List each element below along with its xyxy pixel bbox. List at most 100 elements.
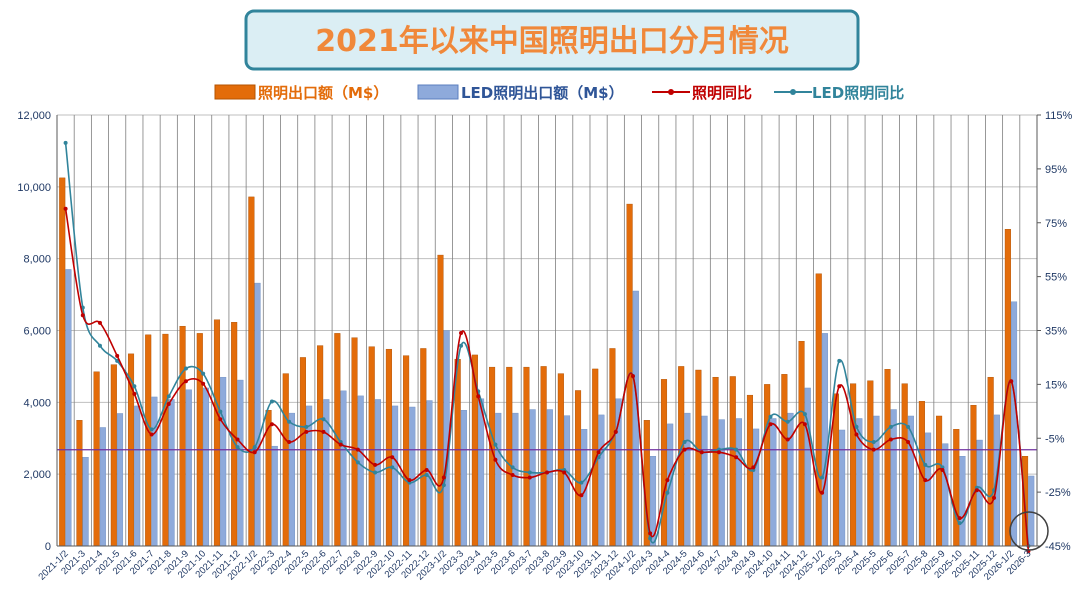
line-led-yoy-point <box>373 470 378 475</box>
bar-led-export <box>409 406 416 547</box>
bar-led-export <box>512 412 519 547</box>
line-led-yoy-point <box>579 480 584 485</box>
bar-led-export <box>288 412 295 547</box>
bar-led-export <box>340 390 347 547</box>
line-yoy-point <box>235 437 240 442</box>
line-led-yoy-point <box>510 465 515 470</box>
line-led-yoy-point <box>682 440 687 445</box>
line-yoy-point <box>923 478 928 483</box>
bar-export <box>110 364 117 547</box>
line-led-yoy-point <box>149 427 154 432</box>
line-led-yoy-point <box>854 424 859 429</box>
bar-led-export <box>151 396 158 547</box>
line-yoy-point <box>63 206 68 211</box>
bar-led-export <box>787 412 794 547</box>
line-led-yoy-point <box>768 414 773 419</box>
line-led-yoy-point <box>734 447 739 452</box>
bar-export <box>351 337 358 547</box>
bar-led-export <box>804 387 811 547</box>
bar-export <box>540 366 547 547</box>
line-yoy-point <box>751 465 756 470</box>
line-yoy-point <box>407 478 412 483</box>
line-yoy-point <box>1009 379 1014 384</box>
legend-label-export: 照明出口额（M$） <box>258 84 388 102</box>
bar-led-export <box>598 414 605 547</box>
bar-led-export <box>839 429 846 547</box>
bar-export <box>574 390 582 547</box>
bar-export <box>76 420 83 547</box>
bar-led-export <box>856 418 863 547</box>
line-yoy-point <box>218 417 223 422</box>
legend-item-led-yoy: LED照明同比 <box>774 84 904 102</box>
bar-export <box>282 373 289 547</box>
line-led-yoy-point <box>390 465 395 470</box>
bar-export <box>660 379 668 547</box>
line-yoy-point <box>665 478 670 483</box>
bar-led-export <box>460 410 467 547</box>
y-left-tick-label: 0 <box>45 541 51 553</box>
line-yoy-point <box>854 432 859 437</box>
bar-led-export <box>357 395 364 547</box>
line-yoy-point <box>682 447 687 452</box>
bar-export <box>953 429 960 547</box>
line-yoy-point <box>871 447 876 452</box>
bar-export <box>437 254 444 547</box>
bar-led-export <box>770 418 777 547</box>
bar-led-export <box>99 427 106 547</box>
bar-export <box>420 348 427 547</box>
bar-export <box>901 383 908 547</box>
line-yoy-point <box>304 429 309 434</box>
line-yoy-point <box>768 422 773 427</box>
legend-label-yoy: 照明同比 <box>692 84 752 102</box>
chart-title-box: 2021年以来中国照明出口分月情况 <box>244 9 860 71</box>
line-led-yoy-point <box>785 419 790 424</box>
line-yoy-point <box>338 442 343 447</box>
line-yoy-point <box>355 447 360 452</box>
y-left-tick-label: 2,000 <box>23 469 51 481</box>
bar-export <box>970 405 977 547</box>
bar-export <box>145 334 152 547</box>
line-yoy-point <box>785 437 790 442</box>
line-yoy-point <box>716 450 721 455</box>
y-right-tick-label: 95% <box>1045 164 1067 176</box>
line-yoy-point <box>493 457 498 462</box>
bar-export <box>609 348 616 547</box>
y-right-tick-label: -25% <box>1045 487 1071 499</box>
bar-led-export <box>890 409 897 547</box>
highlight-circle <box>1009 511 1049 551</box>
bar-led-export <box>254 282 261 547</box>
bar-export <box>196 333 203 547</box>
legend-item-led-export: LED照明出口额（M$） <box>417 84 624 102</box>
line-led-yoy-point <box>201 371 206 376</box>
line-yoy-point <box>252 450 257 455</box>
line-led-yoy-point <box>269 399 274 404</box>
chart-title: 2021年以来中国照明出口分月情况 <box>315 24 789 59</box>
bar-led-export <box>718 419 725 547</box>
y-left-tick-label: 12,000 <box>17 110 51 122</box>
y-right-tick-label: -5% <box>1045 433 1065 445</box>
line-led-yoy-point <box>888 424 893 429</box>
bar-export <box>729 376 736 547</box>
bar-export <box>764 384 771 547</box>
line-yoy-point <box>940 467 945 472</box>
y-right-tick-label: 75% <box>1045 218 1067 230</box>
line-yoy-point <box>510 473 515 478</box>
line-led-yoy-point <box>459 343 464 348</box>
line-led-yoy-point <box>132 384 137 389</box>
bar-export <box>557 373 564 547</box>
bar-led-export <box>735 418 742 547</box>
bar-export <box>506 366 513 547</box>
line-yoy-point <box>596 450 601 455</box>
line-yoy-point <box>149 432 154 437</box>
bar-series <box>59 177 1035 547</box>
y-left-tick-label: 10,000 <box>17 182 51 194</box>
bar-led-export <box>134 405 141 547</box>
line-led-yoy-point <box>166 394 171 399</box>
line-yoy-point <box>527 475 532 480</box>
bar-export <box>59 177 66 547</box>
line-yoy-point <box>424 467 429 472</box>
bar-led-export <box>495 412 502 547</box>
bar-led-export <box>1011 301 1018 547</box>
bar-led-export <box>821 333 828 547</box>
